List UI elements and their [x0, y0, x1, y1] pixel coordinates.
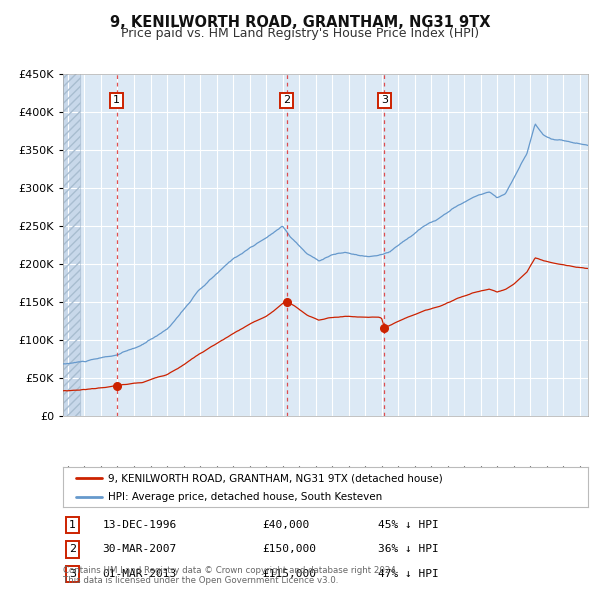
Text: Contains HM Land Registry data © Crown copyright and database right 2024.
This d: Contains HM Land Registry data © Crown c…: [63, 566, 398, 585]
Text: 47% ↓ HPI: 47% ↓ HPI: [378, 569, 439, 579]
Text: 36% ↓ HPI: 36% ↓ HPI: [378, 545, 439, 555]
Text: 3: 3: [69, 569, 76, 579]
Text: 30-MAR-2007: 30-MAR-2007: [103, 545, 176, 555]
Text: 1: 1: [113, 96, 120, 106]
Text: £115,000: £115,000: [263, 569, 317, 579]
Text: HPI: Average price, detached house, South Kesteven: HPI: Average price, detached house, Sout…: [107, 491, 382, 502]
Text: 01-MAR-2013: 01-MAR-2013: [103, 569, 176, 579]
Text: 9, KENILWORTH ROAD, GRANTHAM, NG31 9TX: 9, KENILWORTH ROAD, GRANTHAM, NG31 9TX: [110, 15, 490, 30]
Text: Price paid vs. HM Land Registry's House Price Index (HPI): Price paid vs. HM Land Registry's House …: [121, 27, 479, 40]
Text: 1: 1: [69, 520, 76, 530]
Text: 2: 2: [69, 545, 76, 555]
Text: 9, KENILWORTH ROAD, GRANTHAM, NG31 9TX (detached house): 9, KENILWORTH ROAD, GRANTHAM, NG31 9TX (…: [107, 473, 442, 483]
Text: 13-DEC-1996: 13-DEC-1996: [103, 520, 176, 530]
Text: 2: 2: [283, 96, 290, 106]
Text: 45% ↓ HPI: 45% ↓ HPI: [378, 520, 439, 530]
Text: £150,000: £150,000: [263, 545, 317, 555]
Text: £40,000: £40,000: [263, 520, 310, 530]
Text: 3: 3: [381, 96, 388, 106]
